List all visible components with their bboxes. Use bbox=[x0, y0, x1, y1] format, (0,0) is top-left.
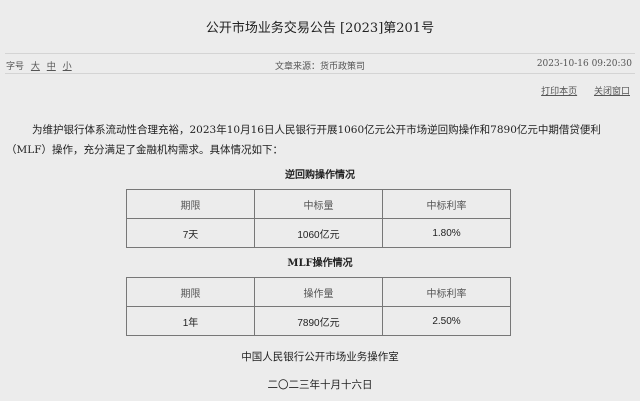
page-actions: 打印本页 关闭窗口 bbox=[527, 84, 630, 97]
mlf-caption: MLF操作情况 bbox=[287, 258, 353, 269]
font-size-large[interactable]: 大 bbox=[30, 62, 40, 72]
header-cell: 中标利率 bbox=[382, 189, 511, 219]
reverse-repo-caption: 逆回购操作情况 bbox=[285, 170, 355, 181]
font-size-small[interactable]: 小 bbox=[62, 62, 72, 72]
announcement-paragraph: 为维护银行体系流动性合理充裕，2023年10月16日人民银行开展1060亿元公开… bbox=[6, 124, 601, 156]
print-page-link[interactable]: 打印本页 bbox=[541, 87, 578, 97]
mlf-table: 期限 操作量 中标利率 1年 7890亿元 2.50% bbox=[126, 277, 511, 336]
close-window-link[interactable]: 关闭窗口 bbox=[593, 87, 630, 97]
issuing-organization: 中国人民银行公开市场业务操作室 bbox=[241, 351, 399, 363]
divider bbox=[5, 73, 635, 74]
table-row: 7天 1060亿元 1.80% bbox=[126, 218, 511, 248]
table-row: 1年 7890亿元 2.50% bbox=[126, 306, 511, 336]
header-cell: 期限 bbox=[126, 189, 255, 219]
table-header-row: 期限 操作量 中标利率 bbox=[126, 277, 511, 307]
page-title: 公开市场业务交易公告 [2023]第201号 bbox=[205, 21, 435, 36]
font-size-medium[interactable]: 中 bbox=[46, 62, 56, 72]
header-cell: 中标利率 bbox=[382, 277, 511, 307]
reverse-repo-table: 期限 中标量 中标利率 7天 1060亿元 1.80% bbox=[126, 189, 511, 248]
font-size-control: 字号 大 中 小 bbox=[6, 59, 72, 72]
table-cell: 7天 bbox=[126, 218, 255, 248]
header-cell: 期限 bbox=[126, 277, 255, 307]
table-cell: 1060亿元 bbox=[254, 218, 383, 248]
table-header-row: 期限 中标量 中标利率 bbox=[126, 189, 511, 219]
header-cell: 中标量 bbox=[254, 189, 383, 219]
table-cell: 1年 bbox=[126, 306, 255, 336]
header-cell: 操作量 bbox=[254, 277, 383, 307]
publish-datetime: 2023-10-16 09:20:30 bbox=[536, 59, 632, 69]
table-cell: 1.80% bbox=[382, 218, 511, 248]
font-size-label: 字号 bbox=[6, 62, 25, 72]
table-cell: 2.50% bbox=[382, 306, 511, 336]
table-cell: 7890亿元 bbox=[254, 306, 383, 336]
issue-date: 二〇二三年十月十六日 bbox=[267, 379, 373, 391]
divider bbox=[5, 53, 635, 54]
